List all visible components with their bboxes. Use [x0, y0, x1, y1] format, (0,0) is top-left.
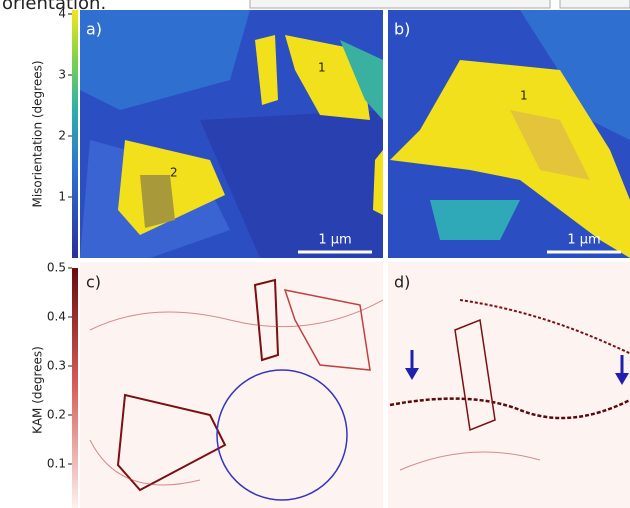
panel-d-image	[388, 262, 630, 508]
panel-b-image	[388, 10, 630, 258]
grain-label: 2	[170, 166, 178, 180]
top-box	[250, 0, 550, 8]
tick-label: 4	[58, 7, 66, 21]
grain-label: 1	[318, 61, 326, 75]
tick-label: 1	[58, 190, 66, 204]
grain-label: 1	[520, 89, 528, 103]
colorbar-label: KAM (degrees)	[31, 346, 45, 434]
top-box	[560, 0, 630, 8]
colorbar-ticks: 1 2 3 4 0.1 0.2 0.3 0.4 0.5	[47, 7, 72, 471]
tick-label: 0.5	[47, 261, 66, 275]
panel-label: b)	[394, 20, 410, 39]
panel-label: a)	[86, 20, 102, 39]
figure: orientation.	[0, 0, 630, 508]
panel-c-image	[80, 262, 383, 508]
scale-bar-label: 1 µm	[567, 233, 600, 248]
tick-label: 3	[58, 68, 66, 82]
tick-label: 0.2	[47, 408, 66, 422]
scale-bar-label: 1 µm	[318, 233, 351, 248]
colorbar	[72, 10, 78, 258]
colorbar-label: Misorientation (degrees)	[31, 60, 45, 207]
tick-label: 2	[58, 129, 66, 143]
panel-label: d)	[394, 273, 410, 292]
colorbar	[72, 268, 78, 508]
panel-a-image	[80, 10, 383, 258]
tick-label: 0.1	[47, 457, 66, 471]
tick-label: 0.3	[47, 359, 66, 373]
tick-label: 0.4	[47, 310, 66, 324]
panel-label: c)	[86, 273, 101, 292]
